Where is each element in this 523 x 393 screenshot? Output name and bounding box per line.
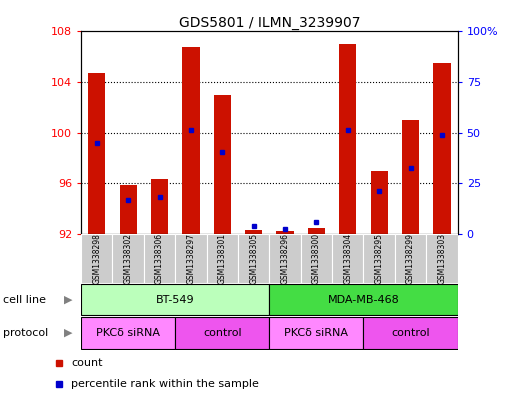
Title: GDS5801 / ILMN_3239907: GDS5801 / ILMN_3239907 [178,17,360,30]
Bar [339,44,356,234]
Text: ▶: ▶ [64,295,72,305]
Text: PKCδ siRNA: PKCδ siRNA [96,328,160,338]
Bar [88,73,105,234]
Bar [151,180,168,234]
Text: MDA-MB-468: MDA-MB-468 [327,295,400,305]
Bar [175,318,269,349]
Bar [269,234,301,283]
Bar [301,234,332,283]
Text: GSM1338303: GSM1338303 [437,233,447,284]
Bar [433,63,450,234]
Bar [119,184,137,234]
Bar [238,234,269,283]
Text: GSM1338298: GSM1338298 [92,233,101,284]
Bar [363,234,395,283]
Bar [426,234,458,283]
Text: GSM1338300: GSM1338300 [312,233,321,284]
Bar [81,318,175,349]
Text: percentile rank within the sample: percentile rank within the sample [71,379,259,389]
Text: protocol: protocol [3,328,48,338]
Bar [269,284,458,315]
Text: cell line: cell line [3,295,46,305]
Text: ▶: ▶ [64,328,72,338]
Bar [308,228,325,234]
Bar [395,234,426,283]
Bar [402,120,419,234]
Bar [370,171,388,234]
Bar [81,234,112,283]
Text: GSM1338295: GSM1338295 [374,233,384,284]
Bar [276,231,293,234]
Bar [213,95,231,234]
Text: GSM1338296: GSM1338296 [280,233,290,284]
Text: GSM1338297: GSM1338297 [186,233,196,284]
Text: control: control [203,328,242,338]
Text: GSM1338304: GSM1338304 [343,233,353,284]
Bar [182,47,199,234]
Bar [245,230,262,234]
Bar [207,234,238,283]
Bar [363,318,458,349]
Text: GSM1338306: GSM1338306 [155,233,164,284]
Text: control: control [391,328,430,338]
Text: BT-549: BT-549 [156,295,195,305]
Text: count: count [71,358,103,367]
Bar [332,234,363,283]
Text: PKCδ siRNA: PKCδ siRNA [285,328,348,338]
Bar [269,318,363,349]
Text: GSM1338305: GSM1338305 [249,233,258,284]
Bar [175,234,207,283]
Text: GSM1338302: GSM1338302 [123,233,133,284]
Bar [112,234,144,283]
Bar [144,234,175,283]
Bar [81,284,269,315]
Text: GSM1338301: GSM1338301 [218,233,227,284]
Text: GSM1338299: GSM1338299 [406,233,415,284]
